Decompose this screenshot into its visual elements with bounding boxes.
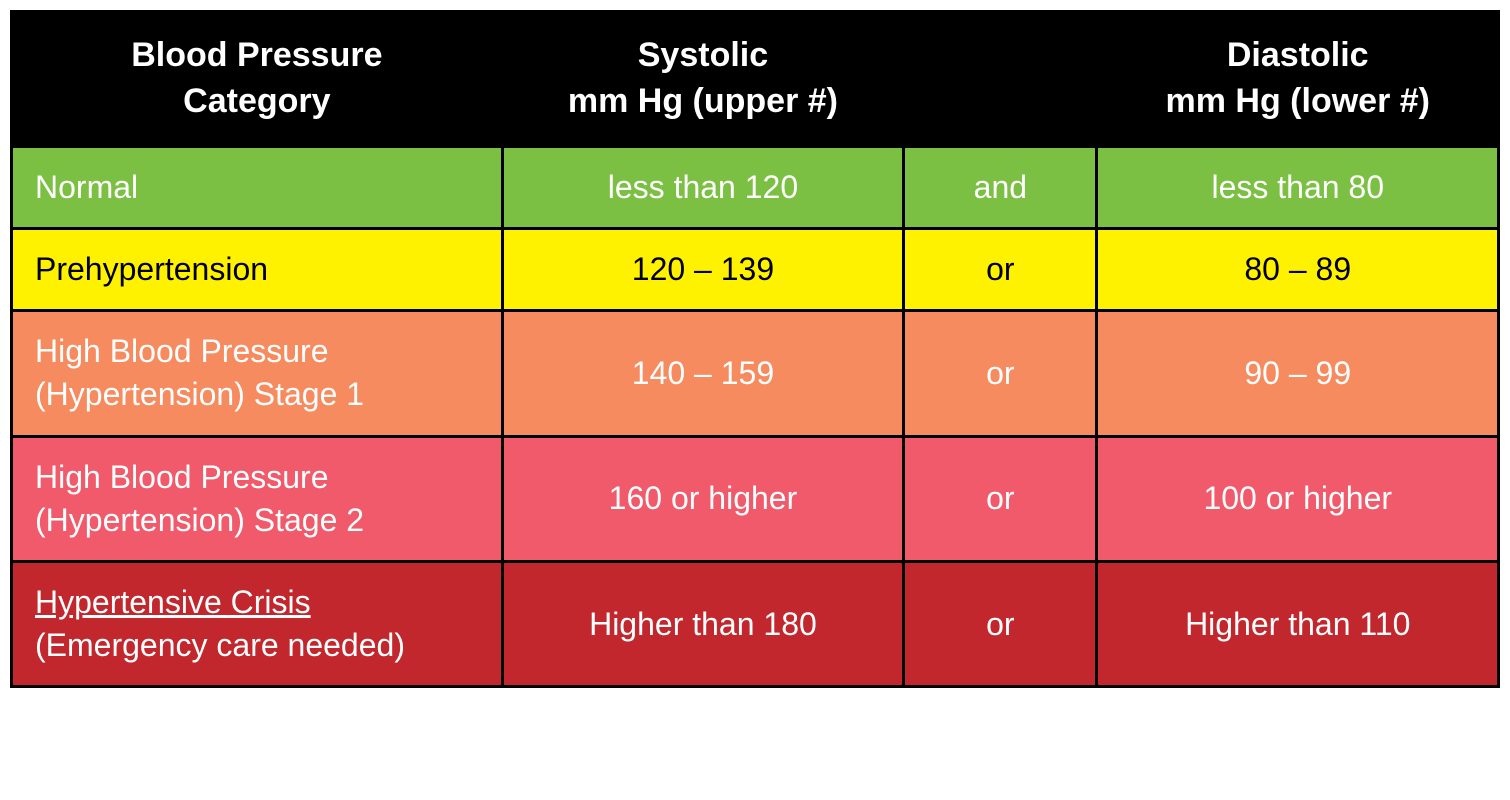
- table-row: Normal less than 120 and less than 80: [12, 146, 1499, 228]
- header-cat-line1: Blood Pressure: [23, 33, 491, 79]
- table-body: Normal less than 120 and less than 80 Pr…: [12, 146, 1499, 687]
- cell-category: Prehypertension: [12, 228, 503, 310]
- cell-systolic: Higher than 180: [502, 561, 903, 686]
- cell-category: High Blood Pressure (Hypertension) Stage…: [12, 436, 503, 561]
- category-label: High Blood Pressure: [35, 456, 479, 499]
- cell-diastolic: less than 80: [1097, 146, 1499, 228]
- table-row: High Blood Pressure (Hypertension) Stage…: [12, 311, 1499, 436]
- header-spacer: [904, 12, 1097, 147]
- header-systolic: Systolic mm Hg (upper #): [502, 12, 903, 147]
- cell-category: Hypertensive Crisis (Emergency care need…: [12, 561, 503, 686]
- table-row: Prehypertension 120 – 139 or 80 – 89: [12, 228, 1499, 310]
- cell-connector: or: [904, 436, 1097, 561]
- header-dia-line2: mm Hg (lower #): [1108, 79, 1487, 125]
- cell-connector: and: [904, 146, 1097, 228]
- category-sublabel: (Emergency care needed): [35, 624, 479, 667]
- header-diastolic: Diastolic mm Hg (lower #): [1097, 12, 1499, 147]
- cell-diastolic: 100 or higher: [1097, 436, 1499, 561]
- cell-category: High Blood Pressure (Hypertension) Stage…: [12, 311, 503, 436]
- category-sublabel: (Hypertension) Stage 2: [35, 499, 479, 542]
- header-row: Blood Pressure Category Systolic mm Hg (…: [12, 12, 1499, 147]
- header-cat-line2: Category: [23, 79, 491, 125]
- category-label: High Blood Pressure: [35, 330, 479, 373]
- cell-category: Normal: [12, 146, 503, 228]
- table-row: Hypertensive Crisis (Emergency care need…: [12, 561, 1499, 686]
- cell-connector: or: [904, 228, 1097, 310]
- header-dia-line1: Diastolic: [1108, 33, 1487, 79]
- cell-diastolic: 90 – 99: [1097, 311, 1499, 436]
- cell-systolic: 140 – 159: [502, 311, 903, 436]
- category-label: Hypertensive Crisis: [35, 581, 479, 624]
- cell-systolic: 160 or higher: [502, 436, 903, 561]
- cell-diastolic: Higher than 110: [1097, 561, 1499, 686]
- category-label: Prehypertension: [35, 251, 268, 287]
- header-category: Blood Pressure Category: [12, 12, 503, 147]
- cell-connector: or: [904, 561, 1097, 686]
- header-sys-line2: mm Hg (upper #): [514, 79, 892, 125]
- header-sys-line1: Systolic: [514, 33, 892, 79]
- cell-systolic: less than 120: [502, 146, 903, 228]
- table-header: Blood Pressure Category Systolic mm Hg (…: [12, 12, 1499, 147]
- cell-connector: or: [904, 311, 1097, 436]
- cell-systolic: 120 – 139: [502, 228, 903, 310]
- category-sublabel: (Hypertension) Stage 1: [35, 373, 479, 416]
- category-label: Normal: [35, 169, 138, 205]
- cell-diastolic: 80 – 89: [1097, 228, 1499, 310]
- table-row: High Blood Pressure (Hypertension) Stage…: [12, 436, 1499, 561]
- blood-pressure-table: Blood Pressure Category Systolic mm Hg (…: [10, 10, 1500, 688]
